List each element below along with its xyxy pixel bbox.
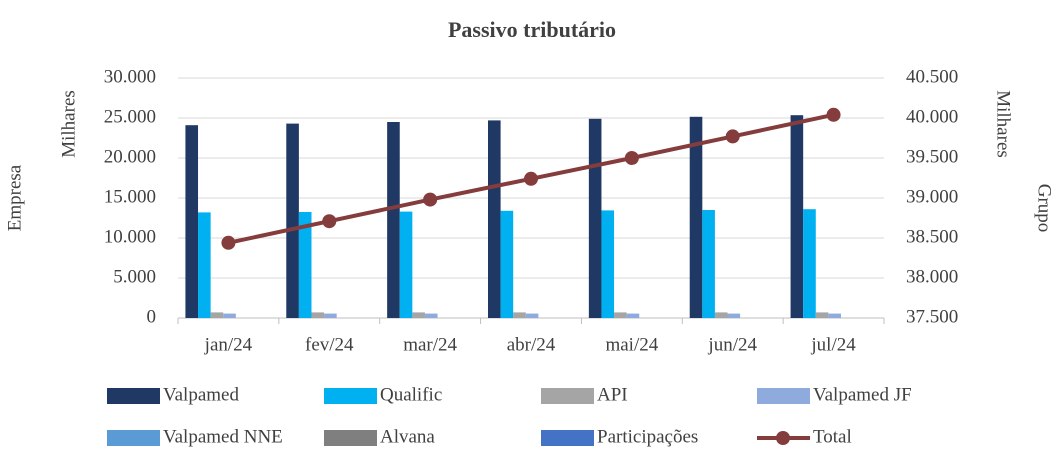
legend-swatch [107,388,160,404]
line-point [423,192,438,207]
legend-label: Alvana [380,426,435,447]
legend-label: API [597,384,628,405]
bar [689,116,703,318]
line-point [221,235,236,250]
y2-axis-unit: Milhares [993,90,1014,158]
legend-swatch [757,388,810,404]
bar [198,212,211,318]
x-tick-label: fev/24 [305,334,354,355]
x-tick-label: mai/24 [605,334,658,355]
y2-tick-label: 38.000 [906,266,958,287]
bar [601,210,615,318]
bar [298,212,312,318]
legend-label: Valpamed [163,384,239,405]
bar [513,312,526,318]
bar [525,313,539,318]
bar [387,122,400,318]
bar [286,123,299,318]
y-tick-label: 15.000 [104,186,156,207]
x-tick-label: abr/24 [507,334,556,355]
bar [488,120,501,319]
bar [815,312,829,318]
y2-tick-label: 40.500 [906,66,958,87]
bar [727,313,741,318]
bar [803,209,816,318]
y-tick-label: 10.000 [104,226,156,247]
y2-tick-label: 39.500 [906,146,958,167]
x-tick-label: jun/24 [707,334,757,355]
bar [828,313,841,318]
y2-axis-label: Grupo [1034,184,1055,233]
y-tick-label: 25.000 [104,106,156,127]
y-axis-label: Empresa [4,164,25,231]
legend-swatch [324,388,377,404]
bar [588,118,602,318]
y-tick-label: 5.000 [113,266,156,287]
bar [702,210,715,318]
y-tick-label: 0 [147,306,157,327]
x-tick-label: jul/24 [810,334,856,355]
bar [223,313,236,318]
bar [424,313,438,318]
x-tick-label: jan/24 [204,334,253,355]
y-tick-label: 20.000 [104,146,156,167]
bar [210,312,224,318]
y2-tick-label: 40.000 [906,106,958,127]
legend-swatch [776,431,790,445]
legend-label: Total [813,426,852,447]
legend-label: Participações [597,426,698,447]
line-point [725,129,740,144]
legend-swatch [324,430,377,446]
chart-title: Passivo tributário [448,17,616,42]
x-tick-label: mar/24 [403,334,457,355]
bar [614,312,627,318]
bar [790,115,804,318]
bar [412,312,425,318]
y2-tick-label: 38.500 [906,226,958,247]
legend-swatch [107,430,160,446]
legend-label: Qualific [380,384,442,405]
bar [500,210,514,318]
bar [399,211,413,318]
bar [324,313,337,318]
legend-swatch [541,388,594,404]
y2-tick-label: 39.000 [906,186,958,207]
legend-swatch [541,430,594,446]
bar [185,125,199,318]
bar [714,312,728,318]
line-point [524,171,538,186]
line-point [322,214,337,229]
bar [626,313,640,318]
y-axis-unit: Milhares [58,90,79,158]
legend-label: Valpamed NNE [163,426,283,447]
line-point [826,107,841,122]
legend-label: Valpamed JF [813,384,912,405]
line-point [624,151,639,165]
y-tick-label: 30.000 [104,66,156,87]
bar [311,312,325,318]
y2-tick-label: 37.500 [906,306,958,327]
